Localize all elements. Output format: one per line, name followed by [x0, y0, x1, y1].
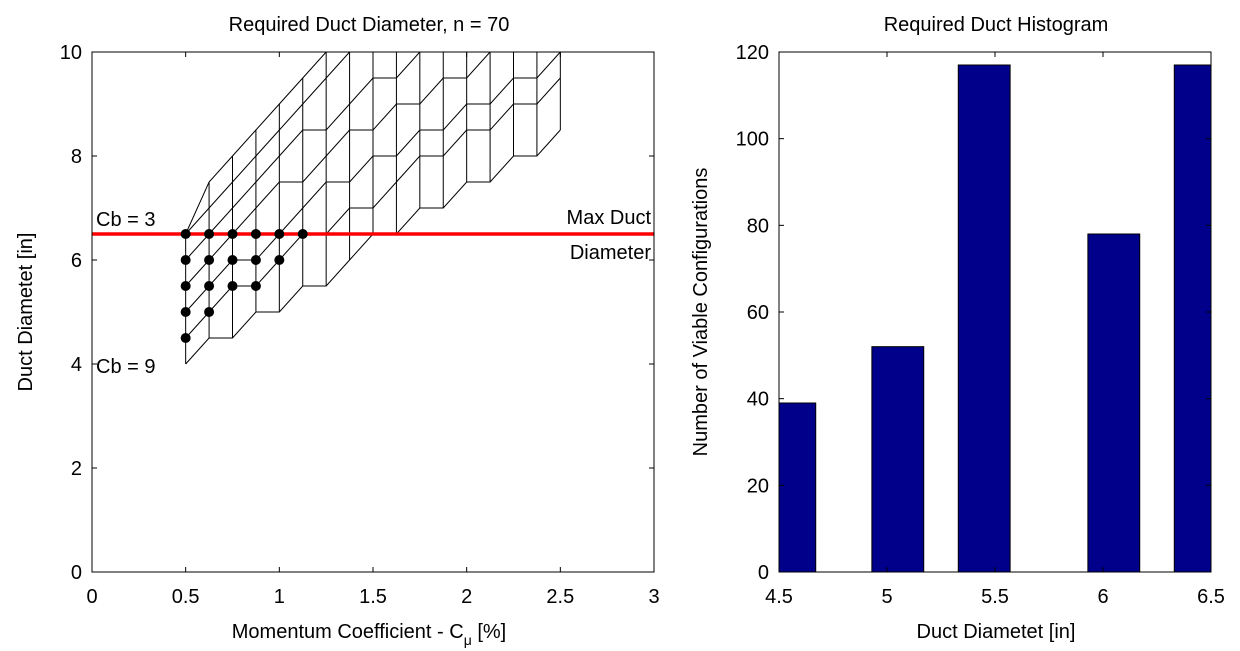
data-point [180, 255, 191, 265]
data-point [297, 229, 308, 239]
data-point [180, 307, 191, 317]
y-tick-label: 100 [736, 129, 769, 151]
right-y-ticks: 0 20 40 60 80 100 120 [736, 42, 1211, 584]
left-x-axis-label-main: Momentum Coefficient - C [232, 621, 464, 643]
data-point [250, 281, 261, 291]
y-tick-label: 2 [71, 458, 82, 480]
data-point [227, 255, 238, 265]
left-y-ticks: 0 2 4 6 8 10 [60, 42, 654, 584]
y-tick-label: 0 [758, 562, 769, 584]
y-tick-label: 8 [71, 146, 82, 168]
y-tick-label: 4 [71, 354, 82, 376]
data-point [180, 229, 191, 239]
data-point [204, 307, 215, 317]
data-point [180, 281, 191, 291]
data-point [227, 229, 238, 239]
right-x-ticks: 4.5 5 5.5 6 6.5 [765, 52, 1225, 608]
max-duct-label-line1: Max Duct [567, 207, 652, 229]
data-point [204, 229, 215, 239]
x-tick-label: 1 [274, 586, 285, 608]
left-x-axis-label-unit: [%] [472, 621, 506, 643]
x-tick-label: 4.5 [765, 586, 793, 608]
y-tick-label: 60 [747, 302, 769, 324]
left-plot-title: Required Duct Diameter, n = 70 [229, 14, 510, 36]
left-x-axis-label: Momentum Coefficient - Cμ [%] [232, 621, 506, 648]
cb3-annotation: Cb = 3 [96, 209, 155, 231]
max-duct-label-line2: Diameter [570, 242, 651, 264]
y-tick-label: 0 [71, 562, 82, 584]
y-tick-label: 80 [747, 215, 769, 237]
y-tick-label: 10 [60, 42, 82, 64]
cb9-annotation: Cb = 9 [96, 356, 155, 378]
right-y-axis-label: Number of Viable Configurations [690, 168, 712, 457]
y-tick-label: 120 [736, 42, 769, 64]
left-plot: Required Duct Diameter, n = 70 0 0.5 1 1.5 2… [15, 14, 660, 648]
left-y-axis-label: Duct Diametet [in] [15, 233, 37, 392]
x-tick-label: 6.5 [1197, 586, 1225, 608]
data-point [180, 333, 191, 343]
x-tick-label: 1.5 [359, 586, 387, 608]
left-x-axis-label-subscript: μ [464, 632, 472, 648]
x-tick-label: 3 [648, 586, 659, 608]
data-points [180, 229, 308, 343]
x-tick-label: 2 [461, 586, 472, 608]
data-point [250, 229, 261, 239]
histogram-bar [957, 64, 1011, 573]
x-tick-label: 5.5 [981, 586, 1009, 608]
x-tick-label: 0 [86, 586, 97, 608]
histogram-bar [1087, 233, 1141, 573]
histogram-bars [778, 64, 1212, 573]
data-point [274, 255, 285, 265]
data-point [227, 281, 238, 291]
histogram-bar [1173, 64, 1212, 573]
right-plot: Required Duct Histogram 4.5 5 5.5 6 6.5 0204… [690, 14, 1225, 643]
left-x-ticks: 0 0.5 1 1.5 2 2.5 3 [86, 52, 660, 608]
data-point [250, 255, 261, 265]
x-tick-label: 5 [881, 586, 892, 608]
histogram-bar [871, 346, 925, 573]
right-x-axis-label: Duct Diametet [in] [917, 621, 1076, 643]
right-plot-title: Required Duct Histogram [884, 14, 1109, 36]
histogram-bar [778, 402, 817, 573]
data-point [274, 229, 285, 239]
mesh-surface [185, 51, 561, 365]
y-tick-label: 20 [747, 475, 769, 497]
x-tick-label: 0.5 [172, 586, 200, 608]
data-point [204, 281, 215, 291]
y-tick-label: 40 [747, 389, 769, 411]
y-tick-label: 6 [71, 250, 82, 272]
x-tick-label: 2.5 [546, 586, 574, 608]
x-tick-label: 6 [1097, 586, 1108, 608]
data-point [204, 255, 215, 265]
